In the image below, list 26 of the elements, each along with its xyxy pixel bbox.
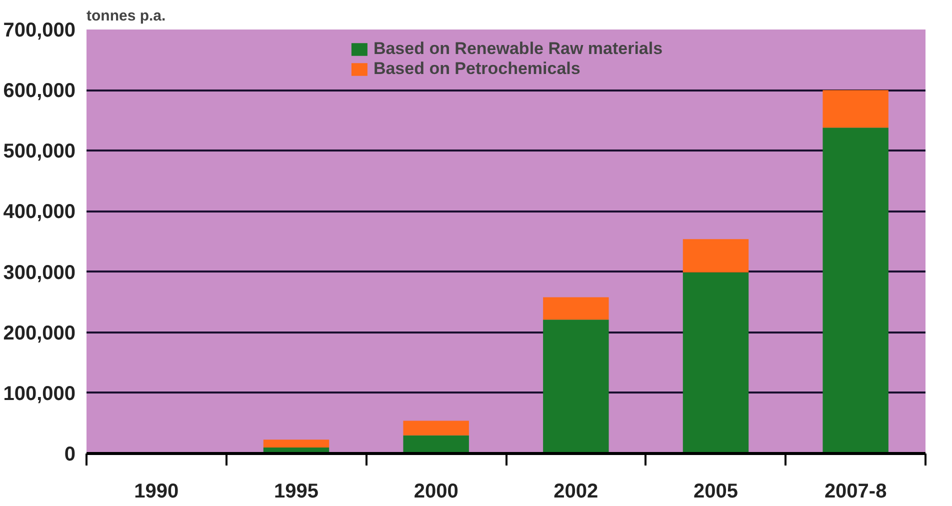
bar bbox=[543, 297, 609, 320]
bar bbox=[822, 128, 888, 454]
y-tick-label: 400,000 bbox=[3, 201, 76, 224]
y-tick-label: 300,000 bbox=[3, 262, 76, 284]
y-tick-label: 700,000 bbox=[3, 20, 76, 42]
x-tick-label: 2002 bbox=[554, 480, 598, 502]
y-tick-label: 100,000 bbox=[3, 382, 76, 405]
y-tick-label: 0 bbox=[64, 444, 76, 466]
x-tick-label: 1990 bbox=[134, 480, 179, 502]
bar bbox=[543, 320, 609, 454]
bar bbox=[822, 90, 888, 128]
x-tick-label: 1995 bbox=[274, 480, 319, 502]
bar bbox=[682, 272, 749, 454]
bar bbox=[403, 435, 469, 454]
legend-label: Based on Petrochemicals bbox=[373, 59, 580, 79]
x-tick-label: 2000 bbox=[414, 480, 458, 502]
x-tick-label: 2005 bbox=[694, 480, 738, 502]
y-tick-label: 200,000 bbox=[3, 322, 76, 344]
y-tick-label: 600,000 bbox=[3, 80, 76, 102]
y-tick-label: 500,000 bbox=[3, 140, 76, 163]
legend-label: Based on Renewable Raw materials bbox=[373, 39, 663, 59]
bar bbox=[403, 420, 469, 436]
bar bbox=[682, 239, 749, 272]
x-tick-label: 2007-8 bbox=[824, 480, 887, 502]
y-axis-title: tonnes p.a. bbox=[86, 8, 166, 24]
bar bbox=[263, 440, 330, 448]
